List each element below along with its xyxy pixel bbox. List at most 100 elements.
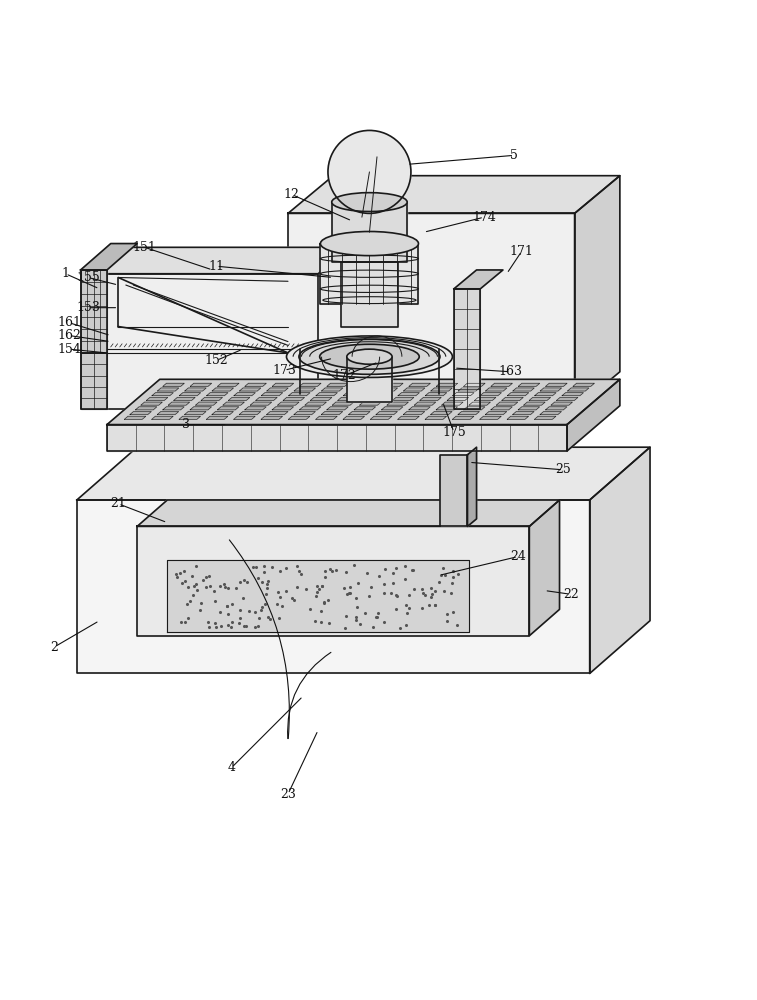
- Polygon shape: [491, 407, 512, 410]
- Point: [213, 604, 226, 620]
- Polygon shape: [261, 416, 282, 419]
- Text: 152: 152: [204, 354, 228, 367]
- Point: [251, 559, 263, 575]
- Polygon shape: [534, 416, 556, 419]
- Polygon shape: [431, 412, 452, 415]
- Point: [326, 563, 338, 579]
- Polygon shape: [387, 402, 408, 405]
- Polygon shape: [141, 402, 162, 405]
- Point: [255, 602, 267, 618]
- Point: [260, 580, 273, 596]
- Polygon shape: [251, 402, 272, 405]
- Polygon shape: [556, 397, 578, 400]
- Polygon shape: [349, 388, 370, 391]
- Point: [235, 602, 247, 618]
- Polygon shape: [338, 397, 359, 400]
- Polygon shape: [485, 388, 507, 391]
- Point: [288, 592, 301, 608]
- Ellipse shape: [347, 349, 392, 364]
- Point: [324, 561, 336, 577]
- Point: [367, 619, 379, 635]
- Polygon shape: [305, 402, 326, 405]
- Point: [452, 566, 464, 582]
- Polygon shape: [212, 412, 233, 415]
- Point: [291, 579, 304, 595]
- Point: [425, 589, 438, 605]
- Polygon shape: [447, 397, 469, 400]
- Point: [203, 619, 215, 635]
- Polygon shape: [137, 526, 529, 636]
- Polygon shape: [261, 393, 282, 396]
- Polygon shape: [513, 388, 534, 391]
- Point: [417, 585, 429, 601]
- Point: [372, 609, 384, 625]
- Polygon shape: [212, 388, 233, 391]
- Polygon shape: [567, 379, 620, 451]
- Point: [213, 578, 226, 594]
- Polygon shape: [239, 412, 260, 415]
- Polygon shape: [425, 416, 447, 419]
- Point: [385, 585, 397, 601]
- Point: [180, 596, 192, 612]
- Point: [188, 578, 200, 594]
- Point: [378, 614, 390, 630]
- Text: 1: 1: [61, 267, 70, 280]
- Polygon shape: [239, 388, 261, 391]
- Point: [403, 587, 416, 603]
- Point: [182, 579, 194, 595]
- Polygon shape: [365, 397, 387, 400]
- Polygon shape: [294, 412, 316, 415]
- Polygon shape: [190, 407, 211, 410]
- Point: [310, 584, 322, 600]
- Polygon shape: [152, 416, 173, 419]
- Polygon shape: [185, 388, 206, 391]
- Polygon shape: [573, 383, 594, 386]
- Polygon shape: [529, 500, 559, 636]
- Polygon shape: [393, 397, 414, 400]
- Polygon shape: [300, 383, 321, 386]
- Polygon shape: [469, 402, 491, 405]
- Text: 4: 4: [227, 761, 235, 774]
- Point: [354, 616, 366, 632]
- Polygon shape: [256, 397, 277, 400]
- Polygon shape: [185, 412, 206, 415]
- Point: [248, 604, 260, 620]
- Point: [219, 579, 231, 595]
- Point: [315, 614, 327, 630]
- Point: [372, 605, 384, 621]
- Polygon shape: [107, 379, 620, 425]
- Point: [447, 569, 459, 585]
- Text: 25: 25: [556, 463, 572, 476]
- Point: [319, 569, 331, 585]
- Point: [416, 581, 428, 597]
- Text: 163: 163: [499, 365, 522, 378]
- Point: [416, 600, 428, 616]
- Polygon shape: [519, 407, 540, 410]
- Point: [286, 590, 298, 606]
- Polygon shape: [266, 412, 288, 415]
- Polygon shape: [300, 407, 321, 410]
- Point: [338, 580, 350, 596]
- Point: [407, 562, 419, 578]
- Point: [179, 573, 192, 589]
- Polygon shape: [234, 393, 255, 396]
- Point: [373, 568, 385, 584]
- Polygon shape: [288, 416, 310, 419]
- Point: [256, 599, 268, 615]
- Polygon shape: [403, 388, 425, 391]
- Polygon shape: [551, 402, 572, 405]
- Polygon shape: [453, 393, 474, 396]
- Point: [444, 585, 456, 601]
- Polygon shape: [163, 383, 184, 386]
- Point: [190, 558, 202, 574]
- Polygon shape: [316, 416, 337, 419]
- Point: [171, 569, 183, 585]
- Point: [329, 562, 341, 578]
- Point: [407, 562, 419, 578]
- Polygon shape: [341, 262, 398, 327]
- Point: [258, 564, 270, 580]
- Polygon shape: [524, 402, 545, 405]
- Point: [203, 568, 215, 584]
- Point: [241, 574, 253, 590]
- Text: 21: 21: [111, 497, 126, 510]
